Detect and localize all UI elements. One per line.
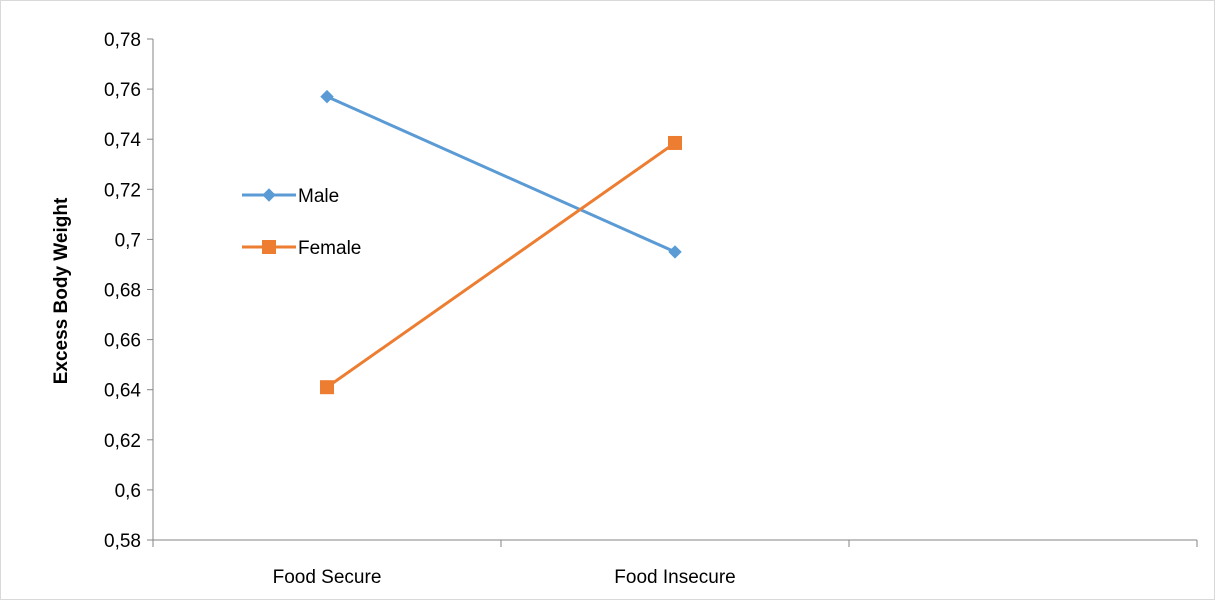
y-tick-label: 0,58 xyxy=(104,531,141,552)
x-category-labels: Food Secure Food Insecure xyxy=(273,567,736,588)
data-point-marker xyxy=(668,245,682,259)
legend-item-female: Female xyxy=(242,238,361,259)
y-tick-label: 0,76 xyxy=(104,80,141,101)
y-tick-label: 0,74 xyxy=(104,130,141,151)
series-line xyxy=(326,141,676,389)
x-category-label: Food Insecure xyxy=(614,567,735,588)
legend: Male Female xyxy=(242,186,361,259)
series-line xyxy=(326,95,676,254)
y-axis-title: Excess Body Weight xyxy=(51,197,72,384)
data-point-marker xyxy=(320,89,334,104)
y-tick-label: 0,68 xyxy=(104,281,141,302)
legend-label: Female xyxy=(298,238,361,259)
series-male xyxy=(320,89,682,259)
series-female xyxy=(320,135,682,395)
y-tick-label: 0,72 xyxy=(104,180,141,201)
legend-marker xyxy=(262,188,276,202)
y-tick-labels: 0,58 0,6 0,62 0,64 0,66 0,68 0,7 0,72 0,74 0,76 0,… xyxy=(104,30,141,552)
series-lines xyxy=(320,89,682,395)
data-point-marker xyxy=(668,135,682,150)
legend-item-male: Male xyxy=(242,186,339,207)
y-tick-label: 0,7 xyxy=(115,230,141,251)
y-tick-label: 0,66 xyxy=(104,331,141,352)
x-category-label: Food Secure xyxy=(273,567,382,588)
y-tick-label: 0,78 xyxy=(104,30,141,51)
axes xyxy=(147,38,1198,547)
y-tick-label: 0,62 xyxy=(104,431,141,452)
legend-label: Male xyxy=(298,186,339,207)
legend-marker xyxy=(262,240,276,254)
y-tick-label: 0,64 xyxy=(104,381,141,402)
y-tick-label: 0,6 xyxy=(115,481,141,502)
data-point-marker xyxy=(320,380,334,395)
